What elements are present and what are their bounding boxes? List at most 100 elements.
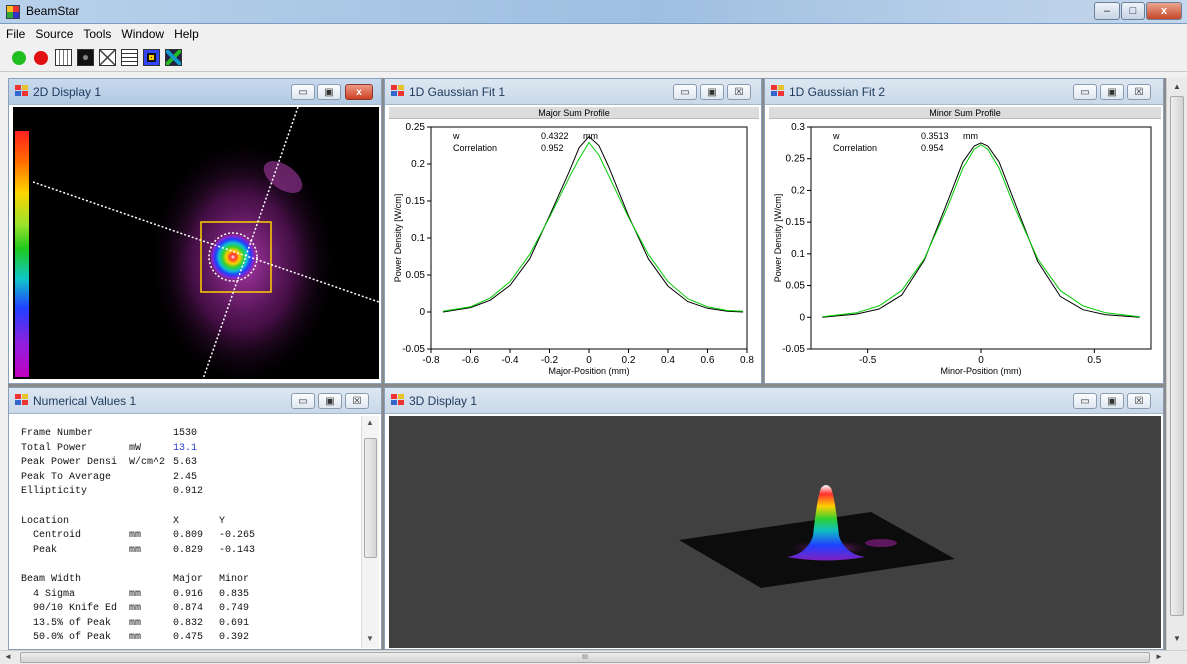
window-icon [15, 394, 29, 406]
panel-close-button[interactable]: ☒ [727, 84, 751, 100]
beam-width-ellipse [208, 232, 258, 282]
start-button[interactable] [10, 49, 28, 67]
menu-help[interactable]: Help [174, 27, 199, 41]
panel-restore-button[interactable]: ▣ [1100, 393, 1124, 409]
panel-minimize-button[interactable]: ▭ [291, 393, 315, 409]
measured-profile-line [822, 142, 1140, 318]
y-tick-label: 0.25 [406, 122, 426, 133]
scroll-up-icon[interactable]: ▲ [1173, 82, 1181, 91]
roi-box[interactable] [200, 221, 272, 293]
profile-view-button[interactable] [54, 49, 72, 67]
panel-close-button[interactable]: ☒ [1127, 393, 1151, 409]
panel-title: Numerical Values 1 [33, 394, 137, 408]
menu-tools[interactable]: Tools [83, 27, 112, 41]
panel-title: 3D Display 1 [409, 394, 478, 408]
w-value: 0.3513 [921, 131, 949, 141]
panel-header: Numerical Values 1 ▭ ▣ ☒ [9, 388, 381, 414]
scroll-thumb[interactable] [364, 438, 377, 558]
scroll-up-icon[interactable]: ▲ [366, 418, 374, 427]
beam-image-svg [32, 107, 379, 379]
x-axis-label: Major-Position (mm) [548, 366, 629, 376]
minor-profile-chart[interactable]: -0.05 0 0.05 0.1 0.15 0.2 0.25 0.3 -0.5 0 0.5 Minor… [769, 119, 1161, 381]
panel-restore-button[interactable]: ▣ [700, 84, 724, 100]
panel-close-button[interactable]: ☒ [345, 393, 369, 409]
plot-area [810, 126, 1152, 350]
y-tick-label: -0.05 [782, 344, 805, 355]
panel-close-button[interactable]: x [345, 84, 373, 100]
panel-2d-display[interactable]: 2D Display 1 ▭ ▣ x [8, 78, 382, 384]
value-label: Centroid [21, 530, 82, 542]
panel-minimize-button[interactable]: ▭ [1073, 84, 1097, 100]
menu-source[interactable]: Source [35, 27, 74, 41]
main-vertical-scrollbar[interactable]: ▲ ▼ [1166, 78, 1187, 650]
close-button[interactable]: x [1146, 2, 1182, 20]
display-view-button[interactable] [142, 49, 160, 67]
x-tick-label: 0.6 [701, 355, 715, 366]
red-circle-icon [34, 50, 48, 65]
value-label: 50.0% of Peak [21, 632, 112, 644]
correlation-value: 0.952 [541, 143, 564, 153]
value-label: 4 Sigma [21, 588, 76, 600]
value-primary: 0.916 [173, 588, 204, 600]
value-primary: 0.832 [173, 617, 204, 629]
y-tick-label: 0.3 [791, 122, 805, 133]
scroll-down-icon[interactable]: ▼ [366, 634, 374, 643]
menu-file[interactable]: File [6, 27, 26, 41]
panel-minimize-button[interactable]: ▭ [673, 84, 697, 100]
numeric-view-button[interactable] [120, 49, 138, 67]
value-label: 13.5% of Peak [21, 617, 112, 629]
value-label: 90/10 Knife Ed [21, 603, 118, 615]
value-unit: mm [129, 617, 142, 629]
value-label: Beam Width [21, 574, 82, 585]
beam-view-button[interactable] [76, 49, 94, 67]
value-secondary: -0.265 [219, 530, 256, 542]
panel-close-button[interactable]: ☒ [1127, 84, 1151, 100]
panel-3d-display[interactable]: 3D Display 1 ▭ ▣ ☒ [384, 387, 1164, 650]
crosshair-button[interactable] [98, 49, 116, 67]
value-primary: Major [173, 574, 204, 585]
minimize-button[interactable]: – [1094, 2, 1120, 20]
gaussian-fit-line [822, 144, 1140, 318]
x-tick-label: -0.4 [501, 355, 519, 366]
x-tick-label: -0.2 [541, 355, 559, 366]
panel-gaussian-fit-1[interactable]: 1D Gaussian Fit 1 ▭ ▣ ☒ Major Sum Profil… [384, 78, 762, 384]
panel-restore-button[interactable]: ▣ [1100, 84, 1124, 100]
panel-restore-button[interactable]: ▣ [317, 84, 341, 100]
x-tick-label: 0.4 [661, 355, 675, 366]
measured-profile-line [442, 135, 744, 313]
scroll-left-icon[interactable]: ◄ [4, 652, 12, 661]
maximize-button[interactable]: □ [1121, 2, 1145, 20]
panel-minimize-button[interactable]: ▭ [291, 84, 315, 100]
3d-view-button[interactable] [164, 49, 182, 67]
beam-core [211, 235, 255, 279]
stop-button[interactable] [32, 49, 50, 67]
menu-window[interactable]: Window [121, 27, 165, 41]
y-tick-label: 0.1 [791, 249, 805, 260]
x-tick-label: -0.8 [422, 355, 440, 366]
3d-artifact [865, 539, 897, 547]
panel-header: 2D Display 1 ▭ ▣ x [9, 79, 381, 105]
x-tick-label: 0.8 [740, 355, 754, 366]
panel-numerical-values[interactable]: Numerical Values 1 ▭ ▣ ☒ Frame Number 153… [8, 387, 382, 650]
panel-title: 2D Display 1 [33, 85, 102, 99]
value-primary: 0.874 [173, 603, 204, 615]
window-title: BeamStar [26, 4, 80, 18]
chart-title: Major Sum Profile [389, 107, 759, 119]
3d-surface-view[interactable] [389, 416, 1161, 648]
panel-gaussian-fit-2[interactable]: 1D Gaussian Fit 2 ▭ ▣ ☒ Minor Sum Profil… [764, 78, 1164, 384]
panel-header: 1D Gaussian Fit 2 ▭ ▣ ☒ [765, 79, 1163, 105]
green-circle-icon [12, 50, 26, 65]
values-scrollbar[interactable]: ▲ ▼ [361, 416, 379, 648]
y-tick-label: 0.05 [406, 270, 426, 281]
beam-image[interactable] [13, 107, 379, 379]
panel-minimize-button[interactable]: ▭ [1073, 393, 1097, 409]
major-profile-chart[interactable]: -0.05 0 0.05 0.1 0.15 0.2 0.25 -0.8 -0.6 -0.4 -0.2… [389, 119, 759, 381]
scroll-down-icon[interactable]: ▼ [1173, 634, 1181, 643]
list-icon [120, 49, 138, 66]
frame-icon [142, 49, 160, 66]
panel-restore-button[interactable]: ▣ [318, 393, 342, 409]
scroll-thumb[interactable]: III [20, 652, 1150, 663]
main-horizontal-scrollbar[interactable]: ◄ III ► [0, 650, 1187, 664]
scroll-right-icon[interactable]: ► [1155, 652, 1163, 661]
scroll-thumb[interactable] [1170, 96, 1184, 616]
